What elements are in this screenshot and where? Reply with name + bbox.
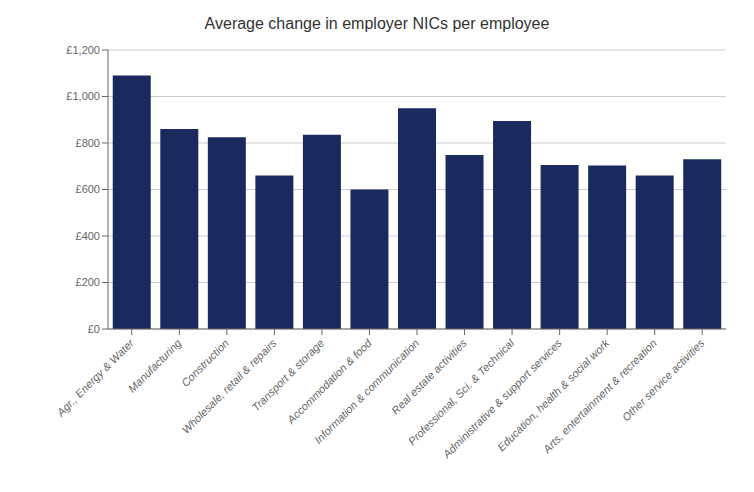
svg-text:Information & communication: Information & communication: [312, 336, 422, 446]
html-text:Average change in employer NIC: Average change in employer NICs per empl…: [204, 15, 550, 32]
svg-text:Administrative & support servi: Administrative & support services: [440, 336, 564, 461]
svg-text:Construction: Construction: [179, 337, 231, 389]
svg-text:Transport & storage: Transport & storage: [249, 336, 327, 414]
svg-text:£200: £200: [76, 276, 100, 288]
svg-text:£1,200: £1,200: [66, 44, 100, 56]
svg-text:£800: £800: [76, 137, 100, 149]
svg-text:Accommodation & food: Accommodation & food: [284, 336, 374, 426]
svg-text:£0: £0: [88, 323, 100, 335]
svg-text:£600: £600: [76, 183, 100, 195]
svg-text:Manufacturing: Manufacturing: [126, 336, 184, 394]
svg-text:Professional, Sci. & Technical: Professional, Sci. & Technical: [405, 336, 517, 448]
svg-text:Education, health & social wor: Education, health & social work: [494, 336, 612, 454]
svg-text:£400: £400: [76, 230, 100, 242]
svg-text:Real estate activities: Real estate activities: [389, 336, 469, 416]
svg-text:£1,000: £1,000: [66, 90, 100, 102]
svg-text:Agr., Energy & Water: Agr., Energy & Water: [54, 336, 137, 419]
svg-text:Other service activities: Other service activities: [620, 336, 707, 423]
svg-text:Wholesale, retail & repairs: Wholesale, retail & repairs: [179, 336, 279, 436]
svg-text:Arts, entertainment & recreati: Arts, entertainment & recreation: [540, 336, 659, 456]
